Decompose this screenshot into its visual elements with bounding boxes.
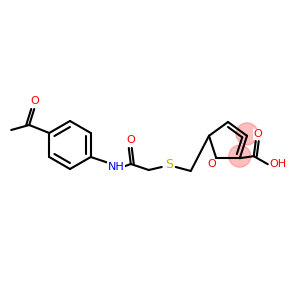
Text: O: O <box>126 135 135 145</box>
Text: O: O <box>208 159 217 169</box>
Text: S: S <box>165 158 173 172</box>
Circle shape <box>229 145 251 167</box>
Text: O: O <box>254 129 262 139</box>
Text: OH: OH <box>269 159 286 169</box>
Text: NH: NH <box>107 162 124 172</box>
Circle shape <box>236 123 258 145</box>
Text: O: O <box>31 96 40 106</box>
